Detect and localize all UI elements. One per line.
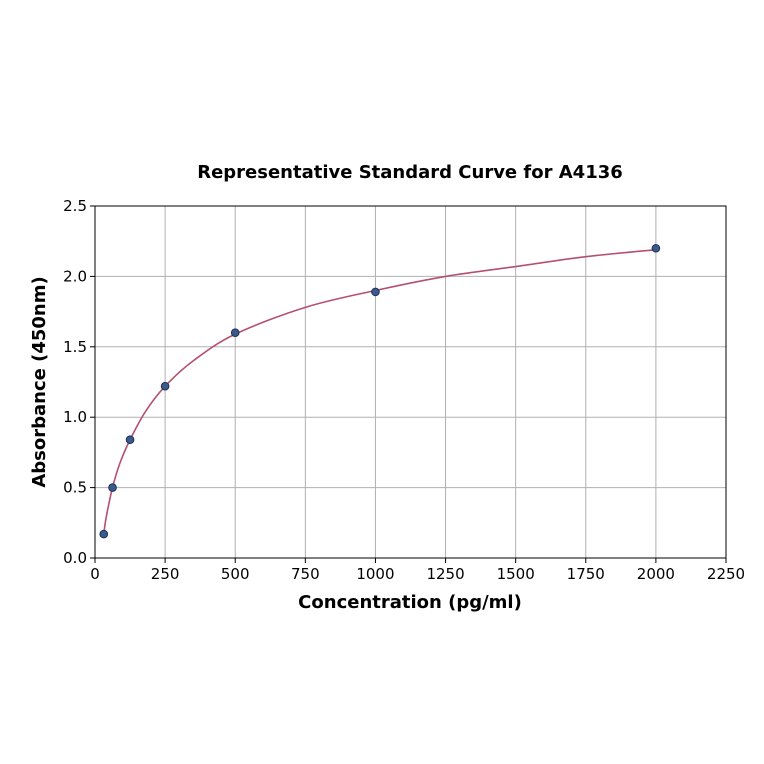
y-tick-label: 0.0 <box>63 549 87 567</box>
data-point <box>230 328 240 338</box>
fit-curve <box>102 248 656 535</box>
data-point <box>108 483 117 492</box>
data-point <box>651 243 661 253</box>
fit-curve-layer <box>102 248 656 535</box>
y-tick-label: 2.5 <box>63 197 87 215</box>
data-point <box>99 529 109 539</box>
y-tick-label: 2.0 <box>63 267 87 285</box>
x-tick-label: 1000 <box>356 565 394 583</box>
plot-frame <box>94 205 727 559</box>
x-tick-label: 2250 <box>707 565 745 583</box>
x-axis-ticks: 0 250 500 750 1000 1250 1500 1750 2000 2250 <box>90 558 745 583</box>
y-tick-label: 1.0 <box>63 408 87 426</box>
data-point <box>371 287 380 297</box>
x-tick-label: 1750 <box>567 565 605 583</box>
x-tick-label: 1500 <box>497 565 535 583</box>
x-axis-label: Concentration (pg/ml) <box>298 592 522 613</box>
y-axis-ticks: 0.0 0.5 1.0 1.5 2.0 2.5 <box>63 197 95 567</box>
x-tick-label: 750 <box>291 565 320 583</box>
x-tick-label: 1250 <box>426 565 464 583</box>
data-point <box>125 435 135 445</box>
x-tick-label: 0 <box>90 565 100 583</box>
chart-title: Representative Standard Curve for A4136 <box>197 162 623 183</box>
data-point <box>160 381 170 391</box>
data-points-layer <box>99 243 661 539</box>
y-axis-label: Absorbance (450nm) <box>29 276 50 487</box>
y-tick-label: 0.5 <box>63 479 87 497</box>
x-tick-label: 250 <box>151 565 180 583</box>
y-tick-label: 1.5 <box>63 338 87 356</box>
x-tick-label: 2000 <box>637 565 675 583</box>
x-tick-label: 500 <box>221 565 250 583</box>
